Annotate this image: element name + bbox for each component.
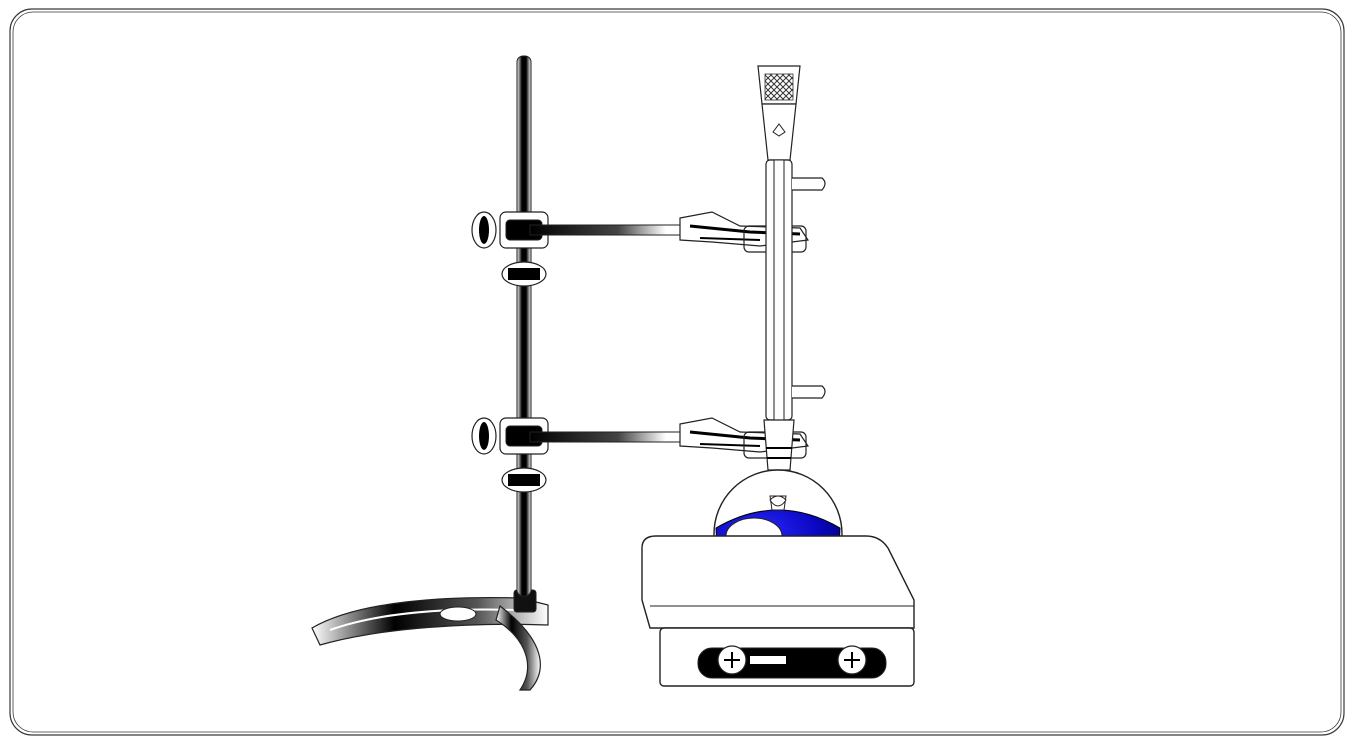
stand-base — [311, 589, 549, 691]
frame — [9, 8, 1345, 736]
retort-stand — [311, 55, 549, 691]
stand-rod — [516, 55, 532, 597]
knob-icon[interactable] — [717, 645, 747, 675]
hot-plate — [641, 535, 915, 687]
upper-boss-head — [471, 211, 549, 287]
condenser — [757, 65, 826, 491]
cross-hatch-icon — [757, 65, 801, 105]
knob-icon[interactable] — [837, 645, 867, 675]
drop-icon — [772, 123, 786, 137]
lower-boss-head — [471, 417, 549, 493]
